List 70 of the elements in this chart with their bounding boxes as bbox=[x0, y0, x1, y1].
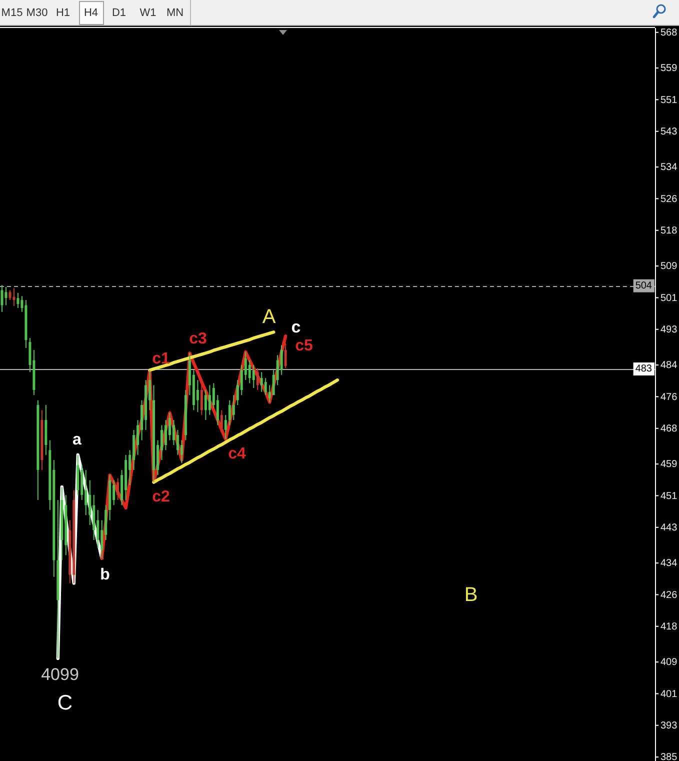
candlestick bbox=[232, 394, 235, 421]
annotation: a bbox=[72, 431, 82, 448]
y-tick-label: 476 bbox=[660, 392, 678, 403]
candlestick bbox=[200, 384, 203, 416]
candlestick bbox=[208, 384, 211, 416]
candlestick bbox=[12, 288, 16, 306]
candlestick bbox=[248, 360, 251, 384]
y-tick-label: 534 bbox=[660, 162, 678, 174]
candlestick bbox=[220, 410, 223, 432]
y-tick-label: 459 bbox=[660, 459, 678, 470]
candlestick bbox=[112, 480, 116, 506]
y-tick-label: 493 bbox=[660, 324, 678, 336]
y-tick-label: 551 bbox=[660, 94, 678, 106]
y-tick-label: 484 bbox=[660, 360, 678, 372]
candlestick bbox=[228, 400, 231, 426]
candlestick bbox=[252, 364, 255, 388]
annotation: b bbox=[100, 566, 110, 584]
candlestick bbox=[116, 478, 120, 501]
candlestick bbox=[256, 368, 259, 390]
timeframe-button[interactable]: H1 bbox=[56, 7, 70, 19]
annotation: c bbox=[291, 318, 301, 336]
candlestick bbox=[204, 389, 207, 421]
search-icon[interactable] bbox=[652, 4, 666, 18]
y-tick-label: 559 bbox=[660, 63, 678, 74]
y-tick-label: 468 bbox=[660, 424, 678, 435]
y-tick-label: 501 bbox=[660, 292, 678, 304]
line-series bbox=[148, 330, 276, 372]
y-tick-label: 401 bbox=[660, 688, 678, 700]
y-tick-label: 409 bbox=[660, 657, 678, 668]
timeframe-button[interactable]: M30 bbox=[26, 7, 48, 19]
y-tick-label: 526 bbox=[660, 194, 678, 205]
y-tick-label: 568 bbox=[660, 28, 678, 39]
candlestick bbox=[164, 420, 167, 451]
y-tick-label: 393 bbox=[660, 720, 678, 732]
candlestick bbox=[96, 509, 100, 548]
ref-line-label: 504 bbox=[635, 280, 652, 292]
y-tick-label: 434 bbox=[660, 558, 678, 570]
annotation: C bbox=[57, 692, 73, 714]
annotation: B bbox=[464, 584, 478, 606]
y-tick-label: 451 bbox=[660, 490, 678, 502]
timeframe-button[interactable]: MN bbox=[166, 7, 184, 19]
ref-line-label: 483 bbox=[635, 363, 652, 374]
annotation: c2 bbox=[152, 488, 170, 506]
timeframe-button[interactable]: D1 bbox=[112, 7, 126, 19]
annotation: c5 bbox=[295, 338, 313, 354]
y-tick-label: 385 bbox=[660, 752, 678, 761]
annotation: c1 bbox=[152, 350, 170, 368]
candlestick bbox=[8, 290, 12, 301]
line-series bbox=[152, 378, 340, 484]
annotation: c3 bbox=[189, 330, 207, 348]
annotation: 4099 bbox=[41, 664, 79, 684]
y-tick-label: 543 bbox=[660, 126, 678, 138]
candlestick bbox=[176, 429, 179, 456]
y-tick-label: 443 bbox=[660, 522, 678, 534]
candlestick bbox=[284, 342, 287, 369]
candlestick bbox=[260, 372, 263, 392]
candlestick bbox=[168, 412, 171, 441]
timeframe-button[interactable]: H4 bbox=[79, 1, 104, 25]
candlestick bbox=[84, 469, 88, 516]
candlestick bbox=[224, 414, 227, 440]
y-tick-label: 509 bbox=[660, 261, 678, 272]
candlestick bbox=[264, 378, 267, 396]
candlestick bbox=[16, 292, 20, 308]
y-tick-label: 518 bbox=[660, 226, 678, 237]
annotation: A bbox=[262, 306, 276, 328]
annotation: c4 bbox=[228, 446, 246, 463]
y-tick-label: 426 bbox=[660, 590, 678, 601]
timeframe-button[interactable]: W1 bbox=[140, 7, 156, 19]
y-tick-label: 418 bbox=[660, 622, 678, 633]
timeframe-button[interactable]: M15 bbox=[1, 7, 23, 19]
